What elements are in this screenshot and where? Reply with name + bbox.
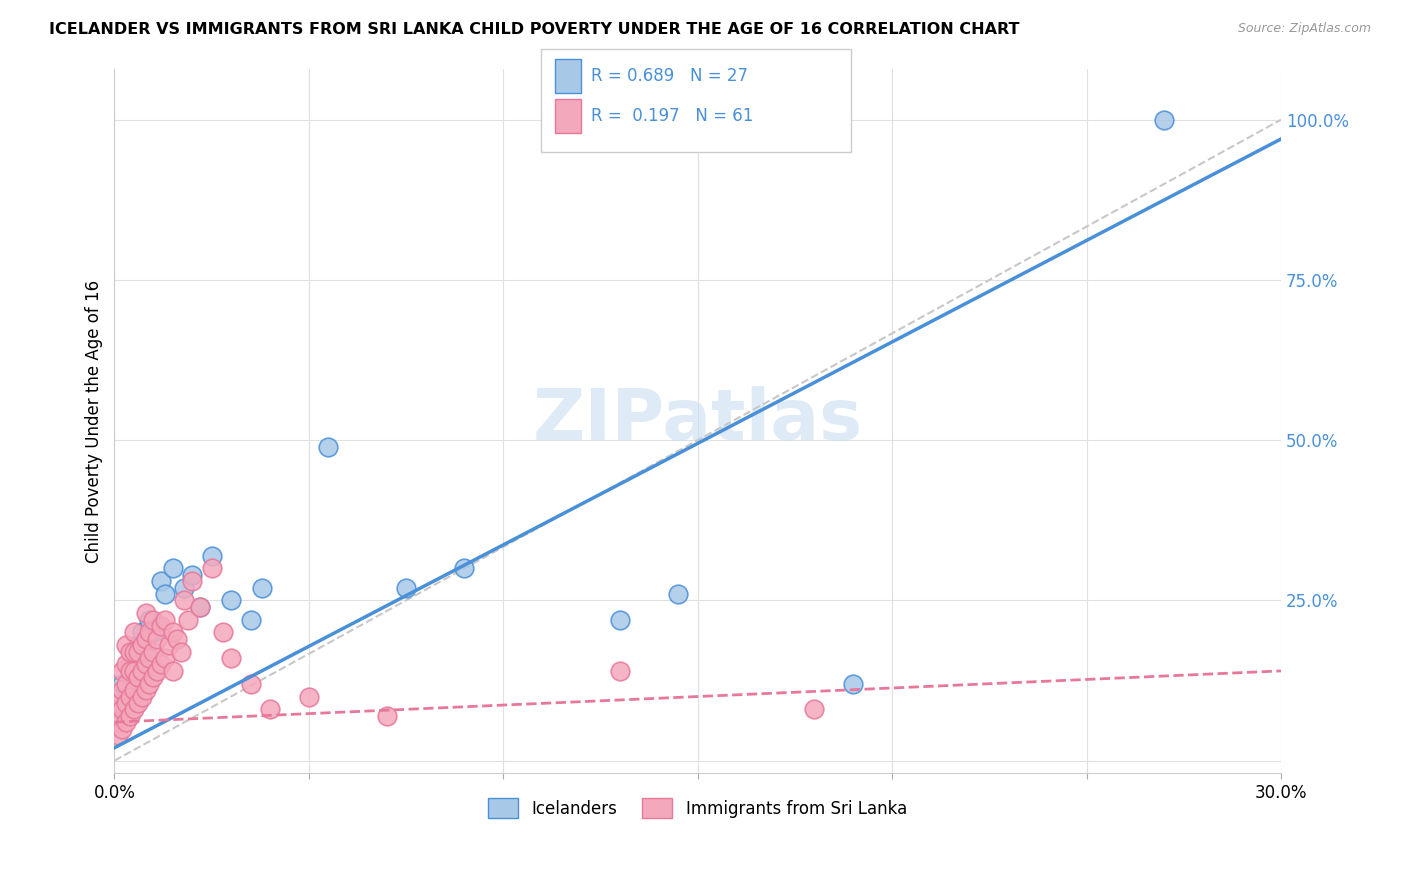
Point bbox=[212, 625, 235, 640]
Point bbox=[127, 696, 149, 710]
Point bbox=[219, 651, 242, 665]
Point bbox=[131, 625, 153, 640]
Point bbox=[146, 632, 169, 646]
Text: R = 0.689   N = 27: R = 0.689 N = 27 bbox=[591, 67, 748, 85]
Point bbox=[150, 619, 173, 633]
Text: R =  0.197   N = 61: R = 0.197 N = 61 bbox=[591, 107, 752, 125]
Point bbox=[118, 690, 141, 704]
Point bbox=[127, 670, 149, 684]
Point bbox=[177, 613, 200, 627]
Point bbox=[138, 625, 160, 640]
Point bbox=[157, 638, 180, 652]
Point bbox=[219, 593, 242, 607]
Point bbox=[111, 676, 134, 690]
Point bbox=[146, 664, 169, 678]
Text: ZIPatlas: ZIPatlas bbox=[533, 386, 863, 456]
Point bbox=[250, 581, 273, 595]
Point bbox=[142, 645, 165, 659]
Point bbox=[453, 561, 475, 575]
Point bbox=[375, 708, 398, 723]
Point bbox=[166, 632, 188, 646]
Point bbox=[153, 587, 176, 601]
Point bbox=[153, 613, 176, 627]
Point bbox=[316, 440, 339, 454]
Text: Source: ZipAtlas.com: Source: ZipAtlas.com bbox=[1237, 22, 1371, 36]
Point bbox=[111, 664, 134, 678]
Point bbox=[118, 657, 141, 672]
Point bbox=[138, 613, 160, 627]
Point bbox=[131, 638, 153, 652]
Point bbox=[111, 702, 134, 716]
Point bbox=[181, 567, 204, 582]
Point bbox=[115, 690, 138, 704]
Point bbox=[259, 702, 281, 716]
Point bbox=[118, 708, 141, 723]
Point bbox=[127, 645, 149, 659]
Point bbox=[134, 645, 156, 659]
Point bbox=[134, 683, 156, 698]
Point bbox=[162, 625, 184, 640]
Point bbox=[142, 625, 165, 640]
Point bbox=[122, 645, 145, 659]
Point bbox=[803, 702, 825, 716]
Point bbox=[122, 625, 145, 640]
Point bbox=[134, 657, 156, 672]
Point bbox=[150, 657, 173, 672]
Point bbox=[115, 657, 138, 672]
Point bbox=[142, 613, 165, 627]
Point bbox=[134, 606, 156, 620]
Point bbox=[107, 728, 129, 742]
Point bbox=[1153, 112, 1175, 127]
Point bbox=[173, 593, 195, 607]
Point bbox=[107, 696, 129, 710]
Point bbox=[395, 581, 418, 595]
Point bbox=[115, 638, 138, 652]
Point bbox=[188, 599, 211, 614]
Point bbox=[153, 651, 176, 665]
Point bbox=[188, 599, 211, 614]
Point bbox=[122, 683, 145, 698]
Point bbox=[609, 613, 631, 627]
Point bbox=[118, 645, 141, 659]
Point bbox=[122, 702, 145, 716]
Legend: Icelanders, Immigrants from Sri Lanka: Icelanders, Immigrants from Sri Lanka bbox=[482, 791, 914, 825]
Text: ICELANDER VS IMMIGRANTS FROM SRI LANKA CHILD POVERTY UNDER THE AGE OF 16 CORRELA: ICELANDER VS IMMIGRANTS FROM SRI LANKA C… bbox=[49, 22, 1019, 37]
Point bbox=[131, 690, 153, 704]
Y-axis label: Child Poverty Under the Age of 16: Child Poverty Under the Age of 16 bbox=[86, 279, 103, 563]
Point bbox=[609, 664, 631, 678]
Point bbox=[201, 561, 224, 575]
Point bbox=[173, 581, 195, 595]
Point bbox=[115, 715, 138, 730]
Point bbox=[842, 676, 865, 690]
Point bbox=[107, 715, 129, 730]
Point bbox=[169, 645, 191, 659]
Point bbox=[127, 638, 149, 652]
Point bbox=[666, 587, 689, 601]
Point bbox=[138, 651, 160, 665]
Point bbox=[150, 574, 173, 589]
Point bbox=[138, 676, 160, 690]
Point bbox=[181, 574, 204, 589]
Point bbox=[134, 632, 156, 646]
Point bbox=[201, 549, 224, 563]
Point bbox=[239, 613, 262, 627]
Point bbox=[142, 670, 165, 684]
Point bbox=[118, 664, 141, 678]
Point bbox=[298, 690, 321, 704]
Point bbox=[111, 683, 134, 698]
Point bbox=[239, 676, 262, 690]
Point bbox=[122, 664, 145, 678]
Point bbox=[131, 664, 153, 678]
Point bbox=[162, 664, 184, 678]
Point bbox=[115, 696, 138, 710]
Point bbox=[111, 722, 134, 736]
Point bbox=[162, 561, 184, 575]
Point bbox=[122, 670, 145, 684]
Point bbox=[107, 702, 129, 716]
Point bbox=[115, 676, 138, 690]
